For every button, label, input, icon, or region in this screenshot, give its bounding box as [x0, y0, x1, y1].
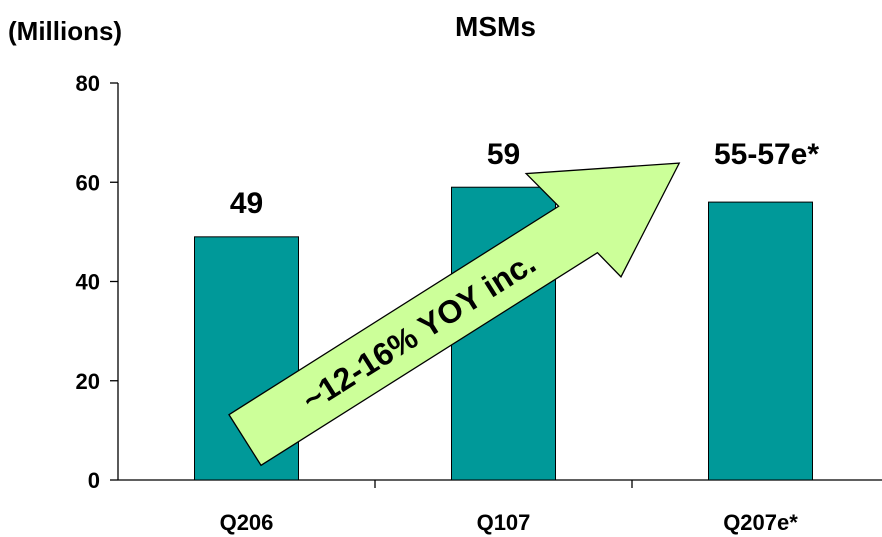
- y-tick-label: 0: [88, 468, 100, 493]
- y-tick-label: 60: [76, 170, 100, 195]
- y-tick-label: 20: [76, 369, 100, 394]
- y-tick-label: 40: [76, 270, 100, 295]
- y-tick-label: 80: [76, 71, 100, 96]
- data-label: 49: [230, 187, 263, 220]
- x-tick-label: Q206: [220, 510, 274, 535]
- y-axis-unit-label: (Millions): [8, 16, 123, 46]
- x-tick-label: Q107: [477, 510, 531, 535]
- data-label: 59: [487, 138, 520, 171]
- arrow-shape: [228, 162, 681, 467]
- chart-title: MSMs: [455, 11, 536, 42]
- data-label: 55-57e*: [714, 138, 819, 171]
- bar: [708, 201, 813, 481]
- x-tick-label: Q207e*: [723, 510, 798, 535]
